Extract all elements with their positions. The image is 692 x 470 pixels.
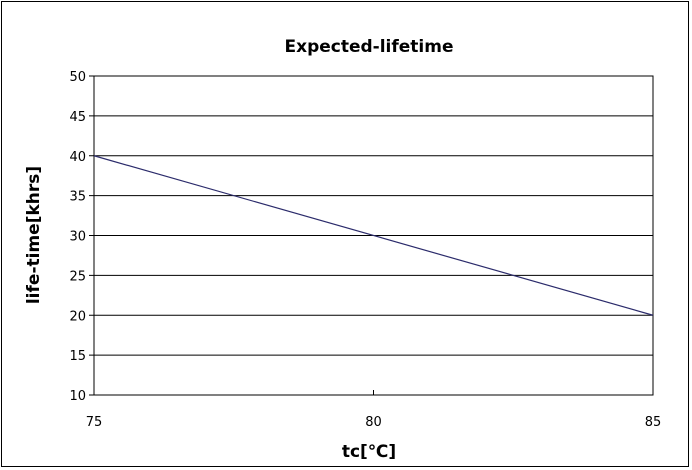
x-tick-label: 75	[86, 415, 103, 430]
y-tick-label: 50	[69, 70, 86, 85]
y-tick-label: 10	[69, 389, 86, 404]
y-axis-label: life-time[khrs]	[24, 166, 44, 304]
x-tick-label: 85	[645, 415, 662, 430]
y-tick-label: 40	[69, 150, 86, 165]
x-axis-ticks: 75 80 85	[86, 390, 662, 430]
y-tick-label: 30	[69, 230, 86, 245]
x-tick-label: 80	[365, 415, 382, 430]
chart-title: Expected-lifetime	[284, 37, 453, 57]
x-axis-label: tc[℃]	[342, 442, 396, 462]
y-tick-label: 15	[69, 349, 86, 364]
y-tick-label: 25	[69, 269, 86, 284]
y-tick-label: 45	[69, 110, 86, 125]
y-tick-label: 35	[69, 190, 86, 205]
series-group	[93, 155, 654, 316]
y-axis-ticks: 10 15 20 25 30 35 40 45 50	[69, 70, 94, 404]
series-line-0	[93, 155, 654, 316]
y-tick-label: 20	[69, 309, 86, 324]
